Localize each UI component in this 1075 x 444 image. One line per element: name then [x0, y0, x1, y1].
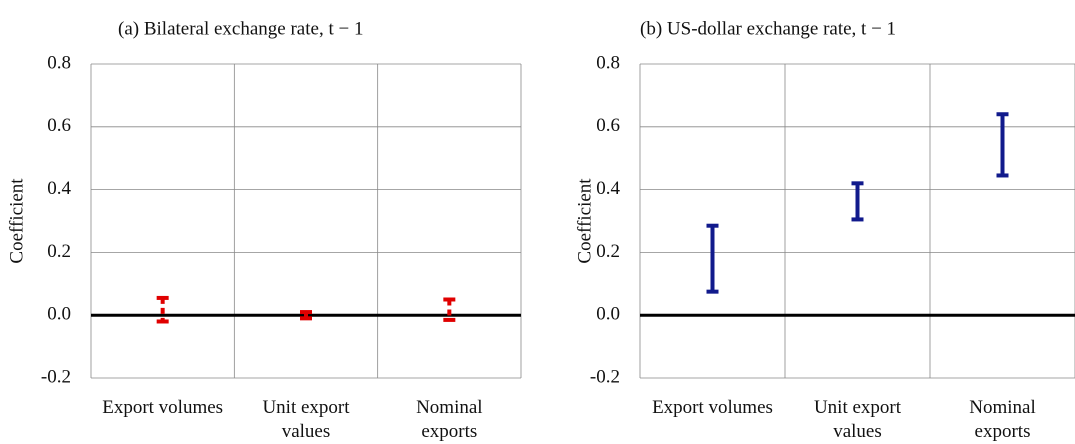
y-axis-label: Coefficient	[574, 178, 595, 264]
x-tick-label: Export volumes	[652, 397, 773, 418]
chart-title: (b) US-dollar exchange rate, t − 1	[640, 18, 896, 39]
y-tick-label: 0.6	[47, 115, 71, 136]
error-bar	[300, 310, 312, 321]
y-tick-label: 0.0	[596, 304, 620, 325]
y-tick-label: -0.2	[41, 366, 71, 387]
y-tick-label: 0.8	[47, 52, 71, 73]
y-tick-label: 0.6	[596, 115, 620, 136]
x-tick-label: Nominal exports	[969, 397, 1036, 442]
y-axis-label: Coefficient	[6, 178, 27, 264]
error-bar	[851, 181, 864, 222]
x-tick-label: Export volumes	[102, 397, 224, 418]
x-tick-label: Nominal exports	[416, 397, 483, 442]
y-tick-label: 0.4	[596, 178, 620, 199]
y-tick-label: 0.2	[596, 241, 620, 262]
chart-title: (a) Bilateral exchange rate, t − 1	[118, 18, 363, 39]
error-bar	[156, 295, 169, 324]
y-tick-label: 0.0	[47, 304, 71, 325]
y-tick-label: 0.4	[47, 178, 71, 199]
error-bar	[996, 112, 1009, 178]
x-tick-label: Unit export values	[813, 397, 902, 442]
x-tick-label: Unit export values	[262, 397, 350, 442]
y-tick-label: 0.2	[47, 241, 71, 262]
y-tick-label: 0.8	[596, 52, 620, 73]
error-bar	[443, 297, 456, 322]
y-tick-label: -0.2	[590, 366, 620, 387]
error-bar	[706, 223, 719, 294]
